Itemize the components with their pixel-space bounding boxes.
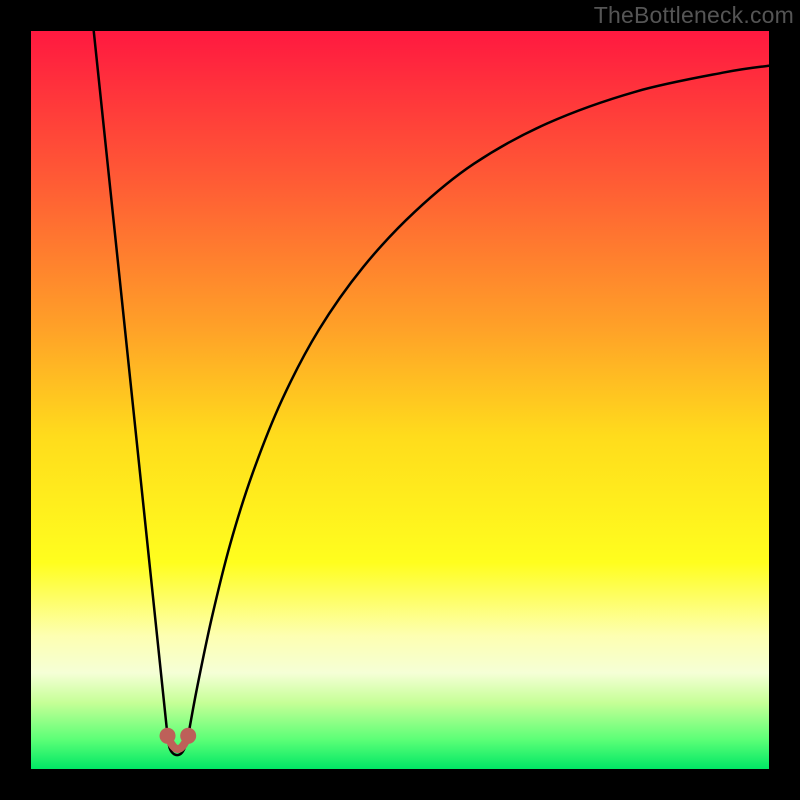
valley-markers xyxy=(31,31,769,769)
chart-frame: TheBottleneck.com xyxy=(0,0,800,800)
plot-area xyxy=(31,31,769,769)
watermark-text: TheBottleneck.com xyxy=(594,2,794,29)
